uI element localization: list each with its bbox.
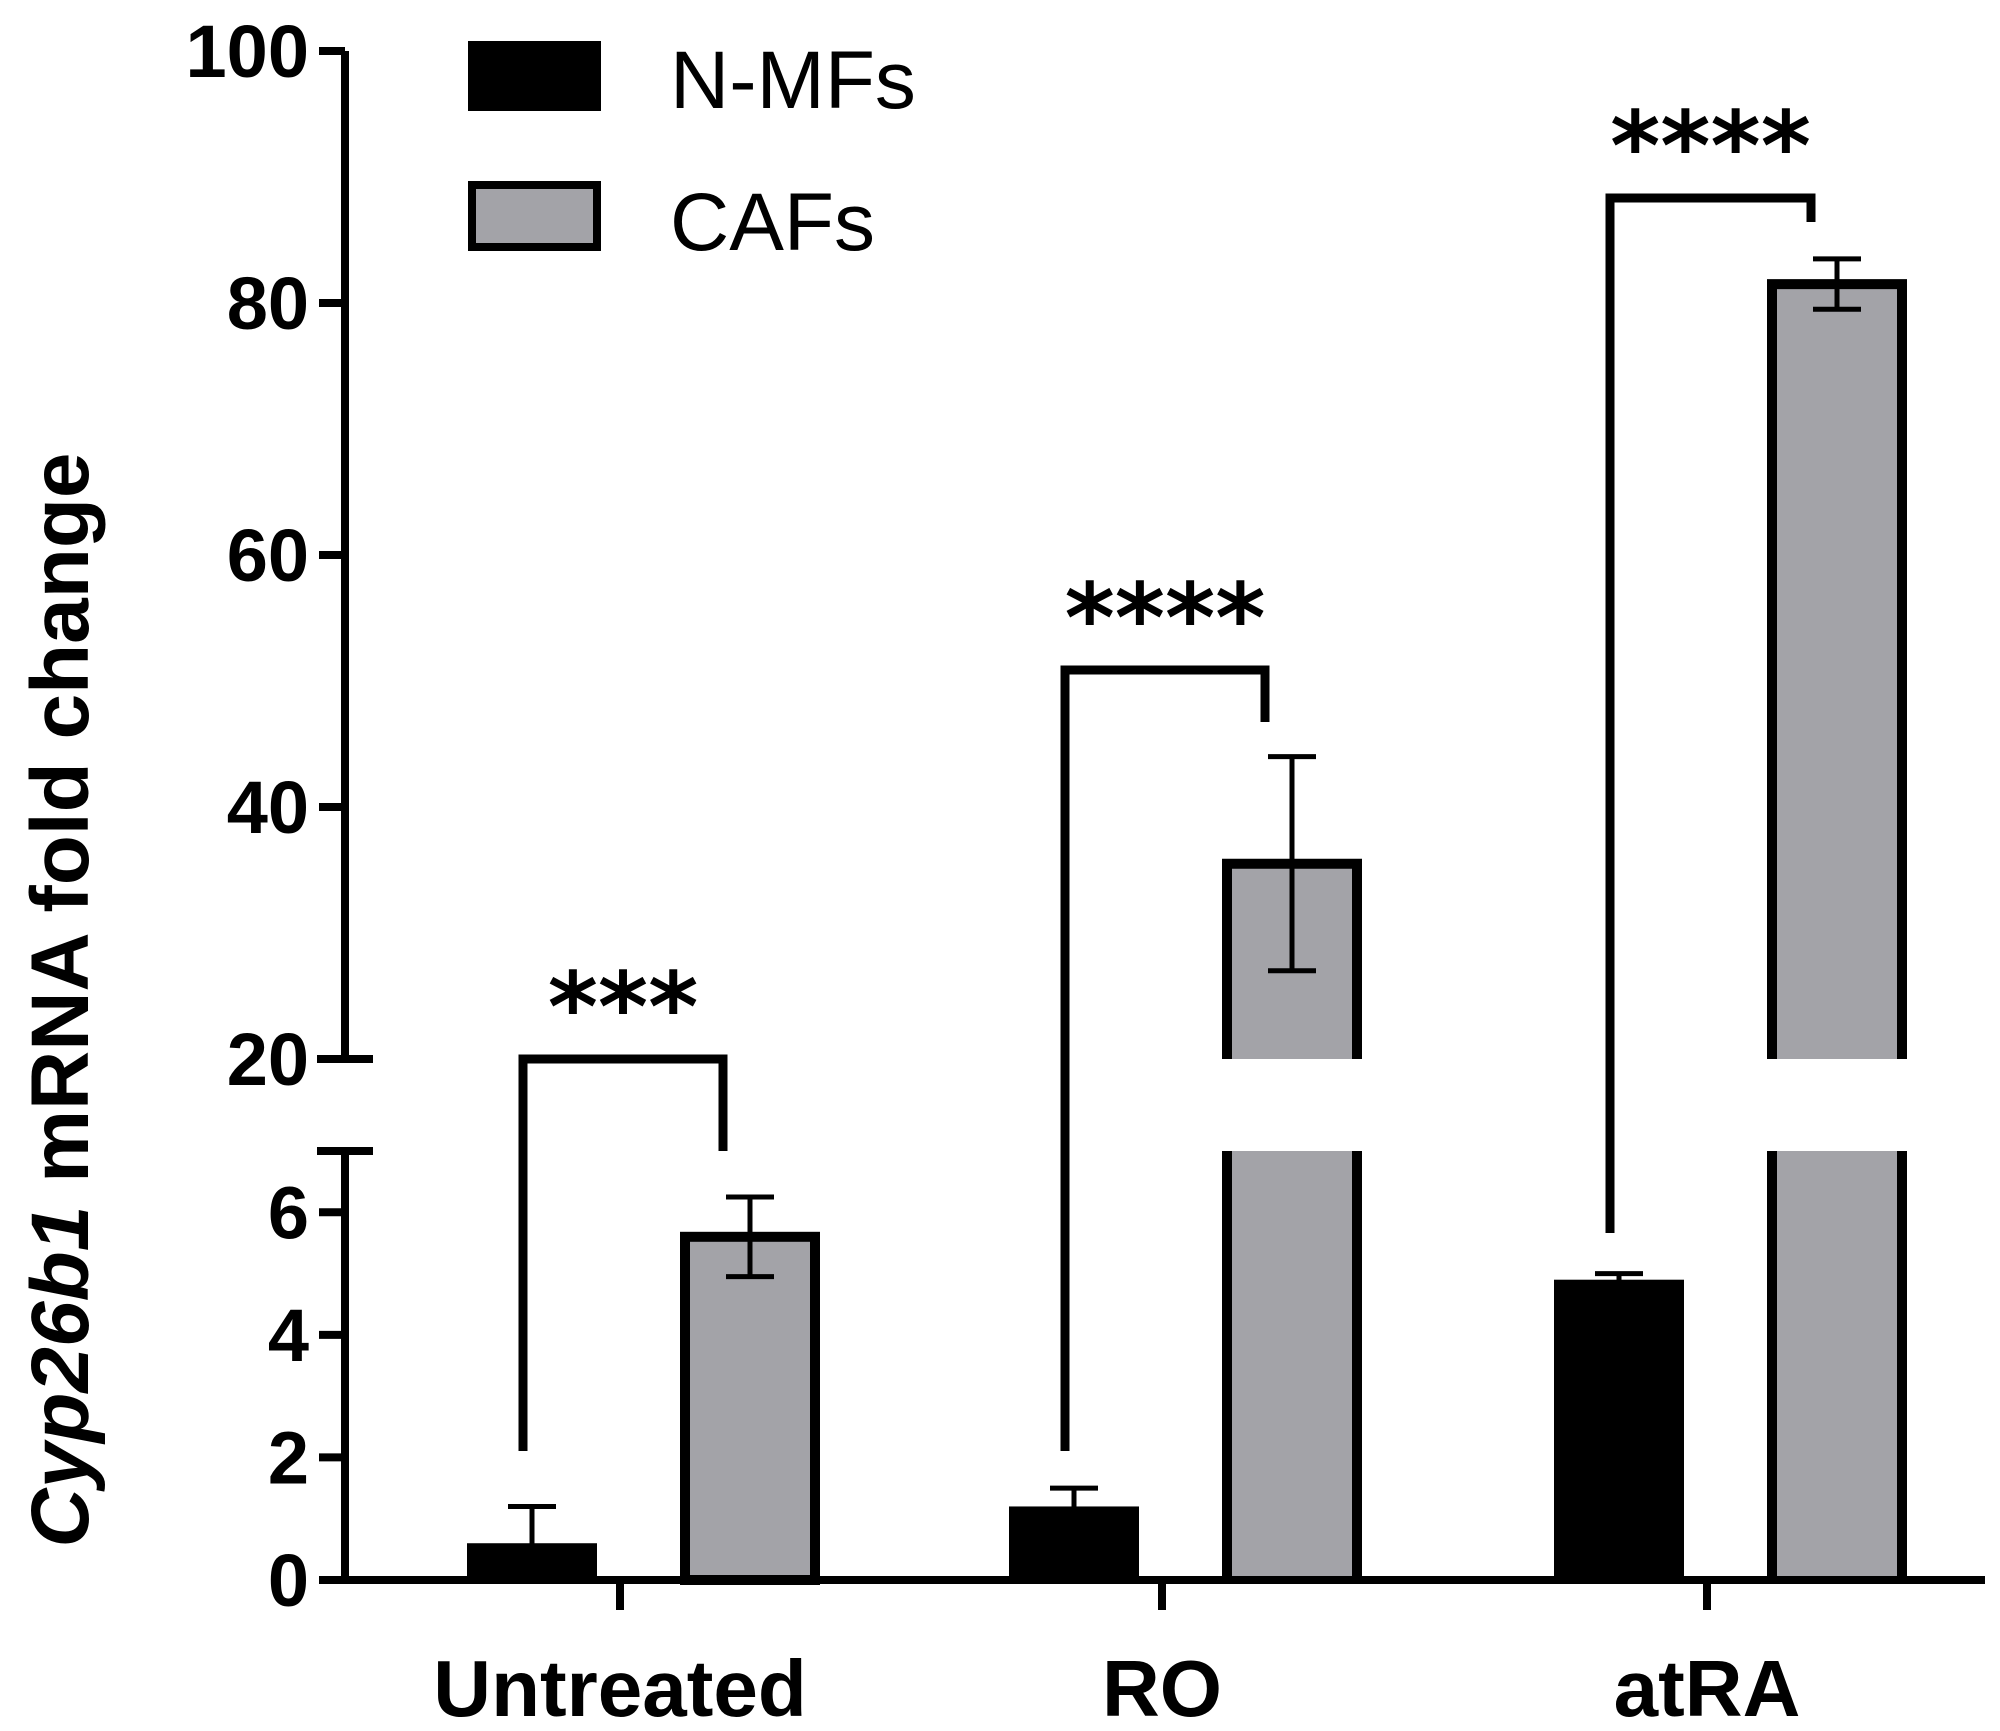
bar-cafs-atra-lower [1772, 1151, 1902, 1580]
error-bar-cafs-ro [1268, 754, 1316, 974]
error-bar-n-mfs-atra [1595, 1271, 1643, 1289]
legend: N-MFs CAFs [468, 35, 916, 268]
bar-cafs-atra-upper [1772, 284, 1902, 1060]
x-tick-label-untreated: Untreated [433, 1644, 806, 1731]
y-tick-label-80: 80 [227, 262, 309, 345]
legend-swatch-cafs [468, 181, 601, 251]
y-axis-label-gene: Cyp26b1 [15, 1206, 106, 1548]
bar-cafs-atra-lower-outline [1767, 1151, 1907, 1580]
y-tick-label-0: 0 [268, 1539, 309, 1622]
bar-cafs-untreated [680, 1231, 820, 1586]
y-tick-label-6: 6 [268, 1171, 309, 1254]
legend-label-n-mfs: N-MFs [670, 35, 916, 126]
bar-n-mfs-atra [1554, 1279, 1684, 1580]
error-bar-cafs-atra [1813, 256, 1861, 312]
significance-label-ro: **** [1065, 563, 1266, 675]
significance-bracket-untreated [518, 1054, 728, 1451]
error-bar-cafs-untreated [726, 1194, 774, 1280]
y-axis-label: Cyp26b1 mRNA fold change [15, 452, 106, 1547]
x-tick-label-atra: atRA [1614, 1644, 1801, 1731]
legend-label-cafs: CAFs [670, 177, 875, 268]
bar-cafs-ro-lower [1227, 1151, 1357, 1580]
error-bar-n-mfs-ro [1050, 1485, 1098, 1528]
bars-layer [467, 256, 1907, 1586]
significance-bracket-ro [1060, 665, 1270, 1451]
y-tick-label-100: 100 [186, 10, 309, 93]
axes-layer [317, 47, 1985, 1610]
bar-cafs-ro-lower-outline [1222, 1151, 1362, 1580]
y-tick-label-2: 2 [268, 1416, 309, 1499]
legend-swatch-n-mfs [468, 41, 601, 111]
y-axis-label-text: mRNA fold change [15, 452, 106, 1205]
significance-bracket-atra [1605, 193, 1816, 1233]
y-tick-label-4: 4 [268, 1294, 309, 1377]
y-tick-label-20: 20 [227, 1018, 309, 1101]
error-bar-n-mfs-untreated [508, 1503, 556, 1580]
significance-label-atra: **** [1610, 91, 1811, 203]
y-tick-label-60: 60 [227, 514, 309, 597]
x-tick-label-ro: RO [1102, 1644, 1222, 1731]
significance-label-untreated: *** [548, 952, 699, 1064]
y-tick-label-40: 40 [227, 766, 309, 849]
